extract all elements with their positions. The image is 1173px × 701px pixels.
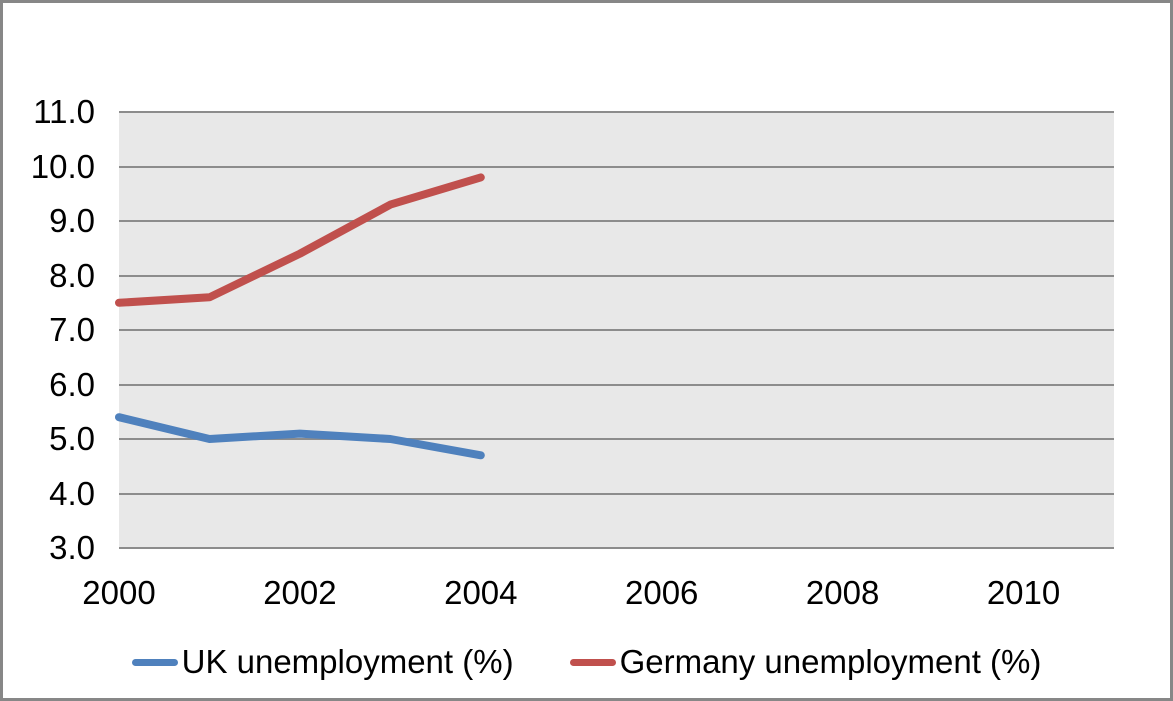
gridline xyxy=(119,492,1114,495)
germany-legend-line-icon xyxy=(569,658,616,666)
y-axis-tick-label: 9.0 xyxy=(49,202,95,239)
gridline xyxy=(119,274,1114,277)
gridline xyxy=(119,329,1114,331)
x-axis-tick-label: 2000 xyxy=(82,574,156,611)
x-axis-tick-label: 2010 xyxy=(986,574,1061,611)
legend-item-uk: UK unemployment (%) xyxy=(131,643,514,681)
plot-area xyxy=(115,111,1114,549)
gridline xyxy=(119,547,1114,549)
legend-label: Germany unemployment (%) xyxy=(619,643,1042,680)
x-axis-tick-label: 2006 xyxy=(625,574,699,611)
gridline xyxy=(119,165,1114,168)
uk-series-line xyxy=(115,413,485,460)
y-axis-tick-label: 4.0 xyxy=(49,474,95,512)
gridline xyxy=(119,438,1114,440)
y-axis-tick-label: 6.0 xyxy=(49,365,95,403)
legend-item-germany: Germany unemployment (%) xyxy=(569,643,1042,681)
gridline xyxy=(119,111,1114,113)
x-axis-tick-label: 2008 xyxy=(805,574,880,611)
x-axis-tick-label: 2002 xyxy=(263,574,337,611)
x-axis-labels: 2000 2002 2004 2006 2008 2010 xyxy=(3,573,1170,617)
gridline xyxy=(119,383,1114,386)
y-axis-tick-label: 8.0 xyxy=(49,256,95,294)
y-axis-tick-label: 10.0 xyxy=(30,147,95,185)
y-axis-tick-label: 11.0 xyxy=(33,93,95,130)
x-axis-tick-label: 2004 xyxy=(444,574,518,611)
legend: UK unemployment (%) Germany unemployment … xyxy=(3,643,1170,681)
gridline xyxy=(119,220,1114,222)
legend-label: UK unemployment (%) xyxy=(181,643,514,680)
y-axis-tick-label: 3.0 xyxy=(49,529,95,566)
y-axis-tick-label: 7.0 xyxy=(49,311,95,348)
y-axis-tick-label: 5.0 xyxy=(49,420,95,457)
uk-legend-line-icon xyxy=(131,658,178,666)
germany-series-line xyxy=(115,173,485,307)
series-lines xyxy=(115,173,485,460)
y-axis-labels: 11.0 10.0 9.0 8.0 7.0 6.0 5.0 4.0 3.0 xyxy=(3,3,95,698)
